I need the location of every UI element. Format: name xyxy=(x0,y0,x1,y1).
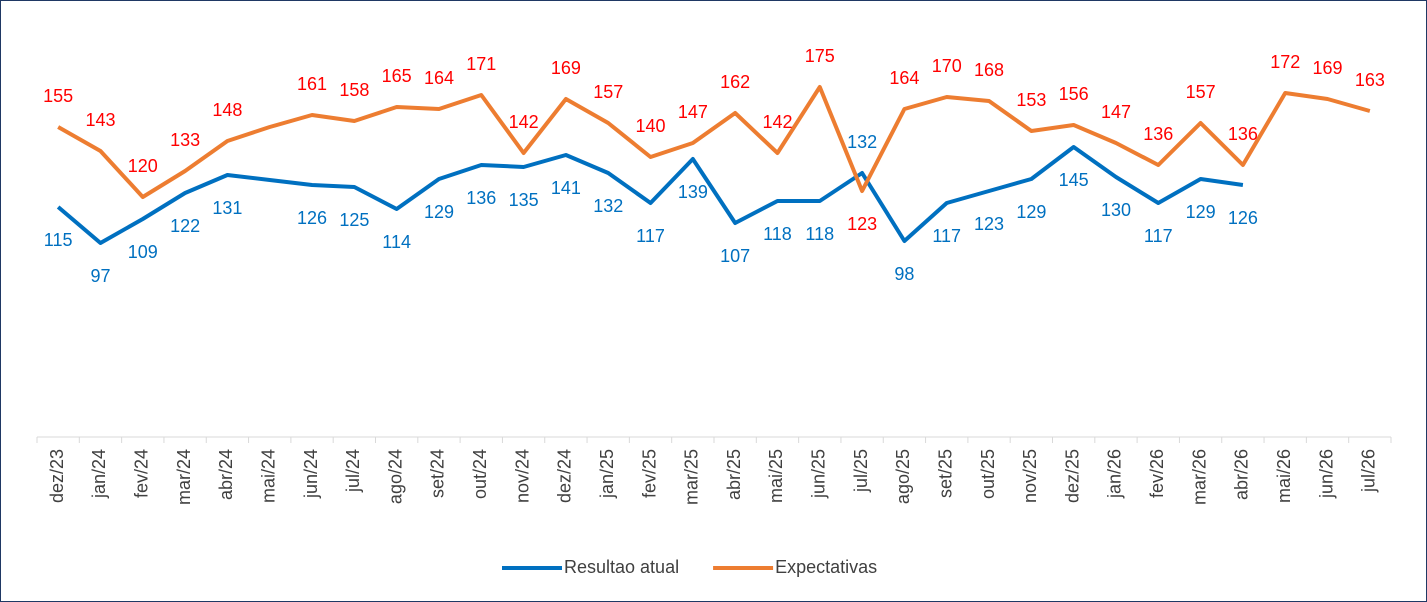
data-label: 147 xyxy=(1101,102,1131,122)
data-label: 122 xyxy=(170,216,200,236)
series-line xyxy=(57,85,1371,199)
data-label: 123 xyxy=(847,214,877,234)
data-label: 118 xyxy=(805,224,834,244)
data-label: 158 xyxy=(339,80,369,100)
data-label: 170 xyxy=(932,56,962,76)
data-label: 132 xyxy=(847,132,877,152)
legend-label: Expectativas xyxy=(775,557,877,577)
data-label: 155 xyxy=(43,86,73,106)
x-tick-label: jul/24 xyxy=(343,449,363,493)
x-tick-label: ago/24 xyxy=(385,449,405,504)
data-label: 140 xyxy=(636,116,666,136)
series-line xyxy=(56,145,1244,245)
data-label: 156 xyxy=(1059,84,1089,104)
data-label: 136 xyxy=(1143,124,1173,144)
x-tick-label: jul/26 xyxy=(1359,449,1379,493)
x-tick-label: set/24 xyxy=(428,449,448,498)
x-tick-label: set/25 xyxy=(935,449,955,498)
data-label: 148 xyxy=(212,100,242,120)
data-label: 143 xyxy=(85,110,115,130)
x-tick-label: mar/25 xyxy=(682,449,702,505)
x-tick-label: jan/24 xyxy=(89,449,109,499)
x-tick-label: abr/24 xyxy=(216,449,236,500)
data-label: 136 xyxy=(466,188,496,208)
data-label: 125 xyxy=(339,210,369,230)
data-label: 98 xyxy=(894,264,914,284)
data-label: 129 xyxy=(1186,202,1216,222)
data-label: 126 xyxy=(1228,208,1258,228)
data-label: 171 xyxy=(466,54,496,74)
data-label: 132 xyxy=(593,196,623,216)
data-label: 117 xyxy=(932,226,961,246)
data-label: 118 xyxy=(763,224,792,244)
x-tick-label: nov/24 xyxy=(512,449,532,503)
data-label: 126 xyxy=(297,208,327,228)
x-tick-label: jun/25 xyxy=(809,449,829,499)
data-label: 157 xyxy=(593,82,623,102)
data-label: 133 xyxy=(170,130,200,150)
x-tick-label: jan/25 xyxy=(597,449,617,499)
x-tick-label: mai/25 xyxy=(766,449,786,503)
data-label: 141 xyxy=(551,178,581,198)
data-label: 109 xyxy=(128,242,158,262)
x-tick-label: ago/25 xyxy=(893,449,913,504)
x-tick-label: dez/23 xyxy=(47,449,67,503)
data-label: 164 xyxy=(889,68,919,88)
x-tick-label: jun/26 xyxy=(1316,449,1336,499)
data-label: 162 xyxy=(720,72,750,92)
data-label: 115 xyxy=(44,230,73,250)
data-label: 175 xyxy=(805,46,835,66)
data-label: 120 xyxy=(128,156,158,176)
data-label: 145 xyxy=(1059,170,1089,190)
data-label: 139 xyxy=(678,182,708,202)
x-tick-label: fev/24 xyxy=(132,449,152,498)
data-label: 114 xyxy=(382,232,411,252)
data-label: 147 xyxy=(678,102,708,122)
x-tick-label: mar/26 xyxy=(1189,449,1209,505)
x-tick-label: abr/25 xyxy=(724,449,744,500)
data-label: 129 xyxy=(1016,202,1046,222)
data-label: 129 xyxy=(424,202,454,222)
x-tick-label: mai/24 xyxy=(258,449,278,503)
x-tick-label: out/25 xyxy=(978,449,998,499)
data-label: 117 xyxy=(1144,226,1173,246)
x-tick-label: mar/24 xyxy=(174,449,194,505)
data-label: 157 xyxy=(1186,82,1216,102)
x-tick-label: jun/24 xyxy=(301,449,321,499)
x-tick-label: fev/26 xyxy=(1147,449,1167,498)
x-tick-label: out/24 xyxy=(470,449,490,499)
x-tick-label: abr/26 xyxy=(1232,449,1252,500)
legend-label: Resultao atual xyxy=(564,557,679,577)
data-label: 136 xyxy=(1228,124,1258,144)
data-label: 169 xyxy=(551,58,581,78)
data-label: 163 xyxy=(1355,70,1385,90)
data-label: 161 xyxy=(297,74,327,94)
data-label: 135 xyxy=(509,190,539,210)
data-label: 153 xyxy=(1016,90,1046,110)
data-label: 169 xyxy=(1313,58,1343,78)
x-tick-label: dez/24 xyxy=(555,449,575,503)
data-label: 172 xyxy=(1270,52,1300,72)
x-tick-label: jan/26 xyxy=(1105,449,1125,499)
data-label: 165 xyxy=(382,66,412,86)
x-tick-label: jul/25 xyxy=(851,449,871,493)
data-label: 131 xyxy=(212,198,242,218)
data-label: 117 xyxy=(636,226,665,246)
data-label: 142 xyxy=(762,112,792,132)
data-label: 107 xyxy=(720,246,750,266)
data-label: 97 xyxy=(90,266,110,286)
x-tick-label: mai/26 xyxy=(1274,449,1294,503)
data-label: 164 xyxy=(424,68,454,88)
x-tick-label: dez/25 xyxy=(1062,449,1082,503)
data-label: 142 xyxy=(509,112,539,132)
data-label: 168 xyxy=(974,60,1004,80)
data-label: 123 xyxy=(974,214,1004,234)
data-label: 130 xyxy=(1101,200,1131,220)
x-tick-label: nov/25 xyxy=(1020,449,1040,503)
x-tick-label: fev/25 xyxy=(639,449,659,498)
